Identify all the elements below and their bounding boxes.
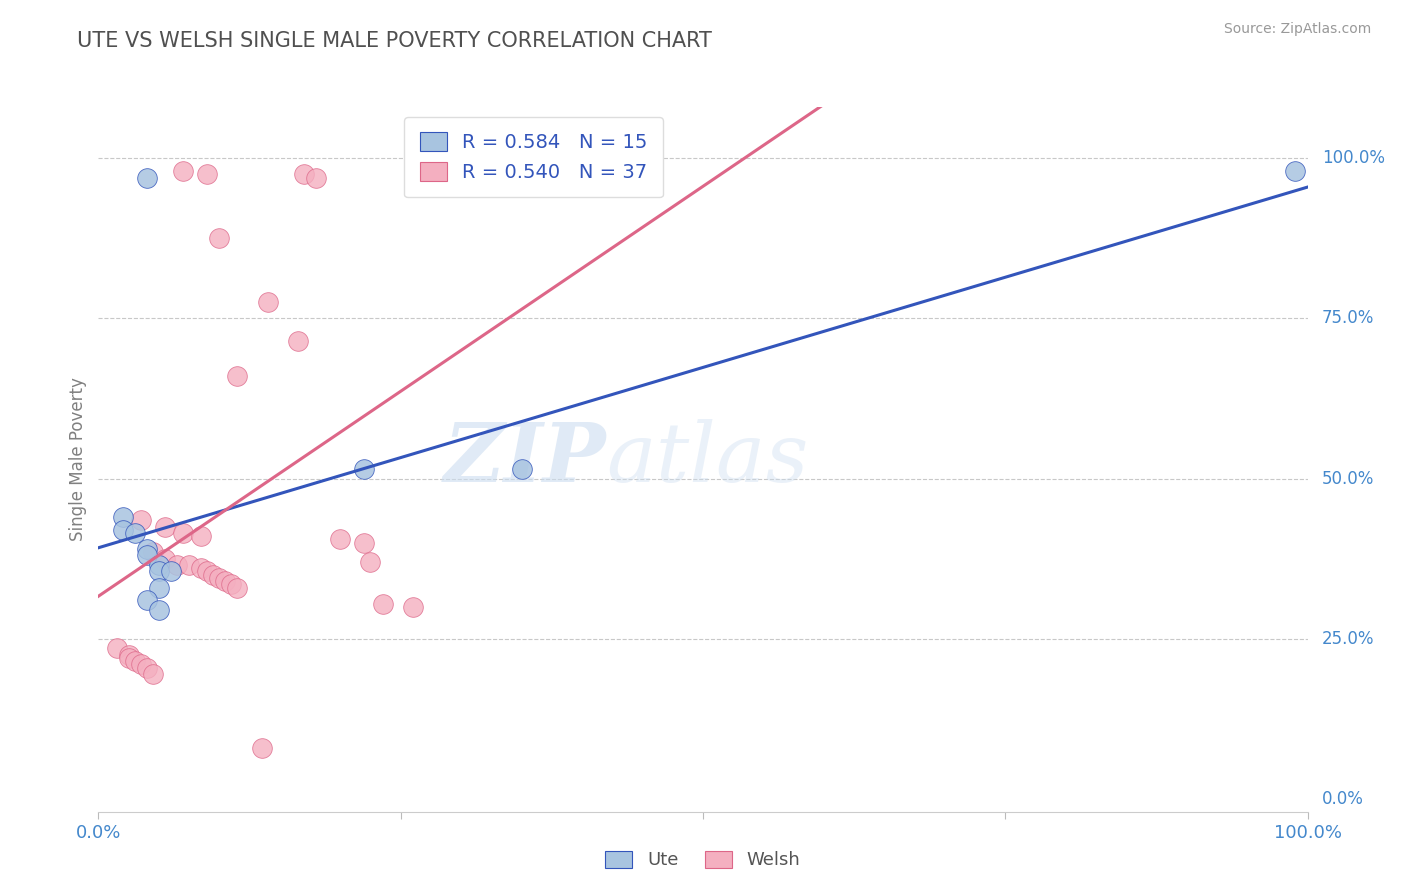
Point	[142, 545, 165, 559]
Point	[160, 565, 183, 579]
Point	[148, 558, 170, 573]
Point	[329, 533, 352, 547]
Point	[129, 513, 152, 527]
Point	[153, 551, 176, 566]
Point	[250, 740, 273, 755]
Point	[135, 660, 157, 674]
Y-axis label: Single Male Poverty: Single Male Poverty	[69, 377, 87, 541]
Point	[1284, 164, 1306, 178]
Point	[226, 369, 249, 384]
Point	[111, 523, 134, 537]
Point	[148, 565, 170, 579]
Point	[287, 334, 309, 348]
Point	[142, 667, 165, 681]
Point	[179, 558, 201, 573]
Point	[360, 555, 382, 569]
Point	[172, 164, 194, 178]
Point	[148, 581, 170, 595]
Point	[148, 603, 170, 617]
Point	[135, 542, 157, 557]
Text: ZIP: ZIP	[444, 419, 606, 500]
Point	[118, 651, 141, 665]
Point	[105, 641, 128, 656]
Point	[135, 170, 157, 185]
Legend: R = 0.584   N = 15, R = 0.540   N = 37: R = 0.584 N = 15, R = 0.540 N = 37	[404, 117, 664, 197]
Point	[118, 648, 141, 662]
Point	[135, 549, 157, 563]
Point	[195, 167, 218, 181]
Point	[135, 593, 157, 607]
Point	[190, 561, 212, 575]
Point	[463, 174, 485, 188]
Point	[172, 526, 194, 541]
Point	[124, 526, 146, 541]
Text: atlas: atlas	[606, 419, 808, 500]
Point	[221, 577, 243, 591]
Point	[353, 535, 375, 549]
Point	[202, 567, 225, 582]
Point	[208, 571, 231, 585]
Point	[510, 462, 533, 476]
Point	[371, 597, 394, 611]
Point	[129, 657, 152, 672]
Point	[166, 558, 188, 573]
Point	[124, 654, 146, 668]
Point	[153, 519, 176, 533]
Text: 50.0%: 50.0%	[1322, 469, 1375, 488]
Text: 75.0%: 75.0%	[1322, 310, 1375, 327]
Text: 25.0%: 25.0%	[1322, 630, 1375, 648]
Point	[292, 167, 315, 181]
Point	[402, 599, 425, 614]
Point	[305, 170, 328, 185]
Point	[111, 510, 134, 524]
Text: UTE VS WELSH SINGLE MALE POVERTY CORRELATION CHART: UTE VS WELSH SINGLE MALE POVERTY CORRELA…	[77, 31, 713, 51]
Text: Source: ZipAtlas.com: Source: ZipAtlas.com	[1223, 22, 1371, 37]
Point	[190, 529, 212, 543]
Point	[226, 581, 249, 595]
Point	[214, 574, 236, 588]
Legend: Ute, Welsh: Ute, Welsh	[596, 842, 810, 879]
Point	[208, 231, 231, 245]
Text: 100.0%: 100.0%	[1322, 149, 1385, 168]
Text: 0.0%: 0.0%	[1322, 790, 1364, 808]
Point	[256, 295, 278, 310]
Point	[195, 565, 218, 579]
Point	[353, 462, 375, 476]
